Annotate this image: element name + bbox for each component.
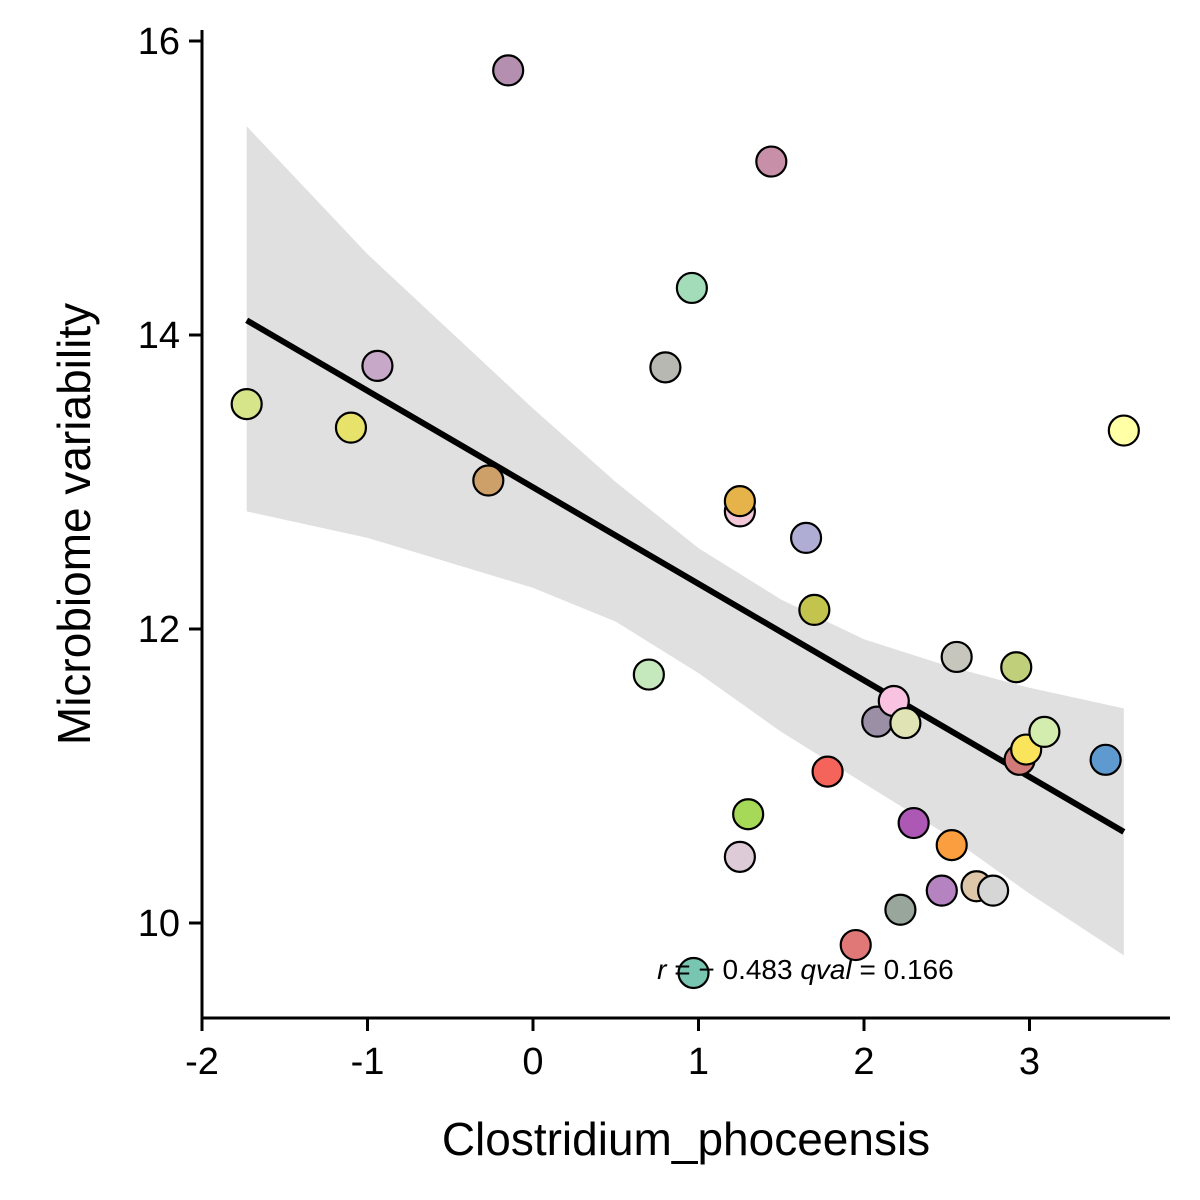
x-tick-label: 0 xyxy=(522,1041,543,1083)
data-point-17 xyxy=(811,755,844,788)
data-point-5 xyxy=(492,54,525,87)
x-tick-label: -1 xyxy=(351,1041,385,1083)
correlation-annotation: r = − 0.483 qval = 0.166 xyxy=(657,954,954,985)
data-point-22 xyxy=(889,706,922,740)
q-value-text: = 0.166 xyxy=(852,954,954,985)
r-value-text: = − 0.483 xyxy=(666,954,800,985)
x-tick-label: 1 xyxy=(688,1041,709,1083)
x-tick-label: 3 xyxy=(1019,1041,1040,1083)
data-point-25 xyxy=(935,828,968,862)
data-point-15 xyxy=(789,521,823,554)
data-point-29 xyxy=(1000,651,1033,684)
x-axis-ticks: -2 -1 0 1 2 3 xyxy=(185,1018,1040,1083)
data-point-33 xyxy=(1089,743,1122,776)
x-tick-label: -2 xyxy=(185,1041,219,1083)
data-points xyxy=(230,54,1140,990)
x-axis-title: Clostridium_phoceensis xyxy=(442,1113,930,1165)
data-point-2 xyxy=(334,411,368,444)
data-point-13 xyxy=(732,798,765,831)
data-point-16 xyxy=(798,593,831,626)
data-point-12 xyxy=(723,840,756,873)
data-point-26 xyxy=(940,640,973,674)
x-tick-label: 2 xyxy=(853,1041,874,1083)
y-tick-label: 12 xyxy=(138,609,180,651)
regression-line xyxy=(245,317,1126,835)
y-tick-label: 10 xyxy=(138,903,180,945)
data-point-14 xyxy=(755,145,788,178)
confidence-band xyxy=(246,126,1124,956)
y-tick-label: 16 xyxy=(138,21,180,63)
data-point-9 xyxy=(677,956,710,990)
data-point-11 xyxy=(723,485,756,518)
data-point-8 xyxy=(675,271,708,305)
data-point-6 xyxy=(632,658,665,691)
q-label: qval xyxy=(800,954,852,985)
data-point-23 xyxy=(897,806,930,840)
data-point-28 xyxy=(976,874,1010,907)
r-label: r xyxy=(657,954,668,985)
y-axis-title: Microbiome variability xyxy=(48,303,100,745)
data-point-34 xyxy=(1107,414,1140,447)
data-point-7 xyxy=(649,351,682,384)
data-point-4 xyxy=(472,464,505,497)
data-point-1 xyxy=(230,387,263,421)
data-point-32 xyxy=(1028,715,1061,749)
data-point-21 xyxy=(884,893,917,926)
data-point-24 xyxy=(925,874,958,907)
data-point-18 xyxy=(839,928,872,962)
data-point-3 xyxy=(361,349,394,382)
y-axis-ticks: 10 12 14 16 xyxy=(138,21,202,945)
y-tick-label: 14 xyxy=(138,315,180,357)
